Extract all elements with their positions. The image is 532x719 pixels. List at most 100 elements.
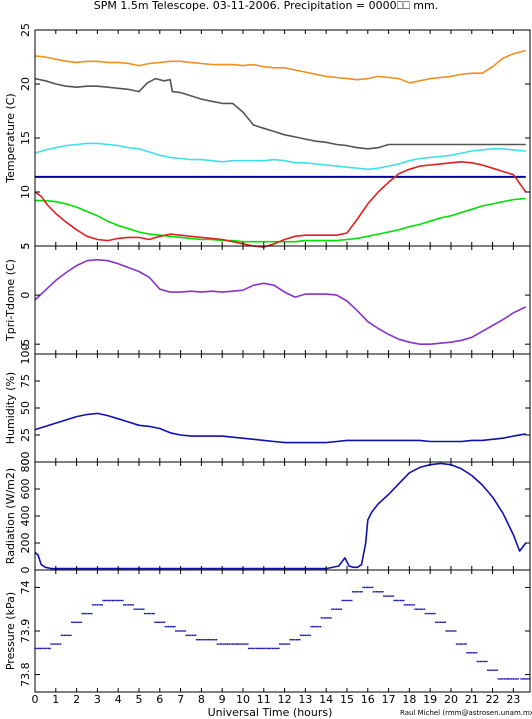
- data-point: [455, 643, 458, 645]
- data-point: [303, 634, 305, 637]
- data-point: [403, 604, 406, 606]
- data-point: [481, 660, 483, 663]
- data-point: [438, 621, 440, 623]
- data-point: [74, 621, 76, 623]
- data-point: [215, 639, 218, 641]
- x-tick-label: 16: [361, 693, 375, 706]
- data-point: [47, 647, 50, 650]
- data-point: [185, 634, 187, 637]
- data-point: [304, 634, 307, 637]
- data-point: [59, 643, 62, 645]
- data-point: [162, 621, 164, 623]
- data-point: [469, 652, 471, 654]
- data-point: [37, 647, 39, 650]
- data-point: [102, 599, 104, 602]
- data-point: [122, 599, 124, 602]
- data-point: [445, 630, 447, 632]
- data-point: [193, 634, 195, 637]
- data-point: [413, 604, 415, 606]
- data-point: [450, 630, 452, 632]
- y-tick-label: 15: [19, 131, 32, 145]
- x-tick-label: 3: [94, 693, 101, 706]
- data-point: [187, 634, 189, 637]
- x-tick-label: 6: [156, 693, 163, 706]
- data-point: [347, 599, 350, 602]
- data-point: [351, 599, 353, 602]
- data-point: [417, 608, 419, 610]
- y-tick-label: 75: [19, 374, 32, 388]
- data-point: [380, 591, 383, 593]
- data-point: [309, 634, 311, 637]
- data-point: [497, 678, 499, 680]
- data-point: [315, 625, 317, 628]
- data-point: [139, 608, 142, 610]
- data-point: [147, 612, 149, 615]
- data-point: [395, 599, 397, 602]
- plot-frame: [34, 353, 531, 463]
- series-line: [34, 161, 527, 248]
- data-point: [129, 604, 131, 606]
- x-tick-label: 5: [135, 693, 142, 706]
- data-point: [226, 643, 228, 645]
- data-point: [148, 612, 151, 615]
- data-point: [297, 639, 299, 641]
- series-line: [34, 462, 527, 570]
- data-point: [322, 617, 324, 619]
- data-point: [507, 678, 509, 680]
- data-point: [70, 634, 72, 637]
- data-point: [164, 625, 167, 628]
- data-point: [318, 625, 320, 628]
- x-tick-label: 7: [177, 693, 184, 706]
- y-tick-label: 74: [19, 580, 32, 594]
- series-line: [35, 197, 526, 243]
- data-point: [423, 608, 426, 610]
- data-point: [267, 647, 270, 650]
- data-point: [117, 599, 119, 602]
- data-point: [235, 643, 237, 645]
- data-point: [218, 643, 220, 645]
- data-point: [320, 617, 323, 619]
- y-tick-label: 0: [19, 459, 32, 466]
- data-point: [503, 678, 506, 680]
- data-point: [371, 586, 374, 589]
- data-point: [115, 599, 118, 602]
- data-point: [353, 591, 355, 593]
- data-point: [340, 608, 343, 610]
- data-point: [429, 612, 431, 615]
- data-point: [120, 599, 123, 602]
- data-point: [332, 608, 335, 610]
- data-point: [419, 608, 421, 610]
- data-point: [55, 643, 57, 645]
- data-point: [112, 599, 115, 602]
- y-tick-label: 25: [19, 428, 32, 442]
- data-point: [206, 639, 208, 641]
- data-point: [466, 652, 468, 654]
- plot-frame: [34, 245, 531, 355]
- x-tick-label: 17: [382, 693, 396, 706]
- y-tick-label: 0: [19, 292, 32, 299]
- data-point: [343, 599, 345, 602]
- data-point: [124, 604, 127, 606]
- data-point: [448, 630, 451, 632]
- data-point: [362, 586, 364, 589]
- data-point: [273, 647, 275, 650]
- data-point: [462, 643, 464, 645]
- data-point: [405, 604, 407, 606]
- data-point: [83, 612, 85, 615]
- data-point: [420, 608, 423, 610]
- data-point: [328, 617, 331, 619]
- data-point: [275, 647, 277, 650]
- data-point: [247, 647, 250, 650]
- data-point: [279, 643, 281, 645]
- data-point: [289, 639, 291, 641]
- data-point: [337, 608, 339, 610]
- data-point: [393, 599, 395, 602]
- y-axis-label: Humidity (%): [4, 372, 17, 444]
- data-point: [375, 591, 378, 593]
- data-point: [502, 678, 504, 680]
- data-point: [521, 678, 524, 680]
- data-point: [219, 643, 222, 645]
- data-point: [523, 678, 525, 680]
- data-point: [143, 608, 145, 610]
